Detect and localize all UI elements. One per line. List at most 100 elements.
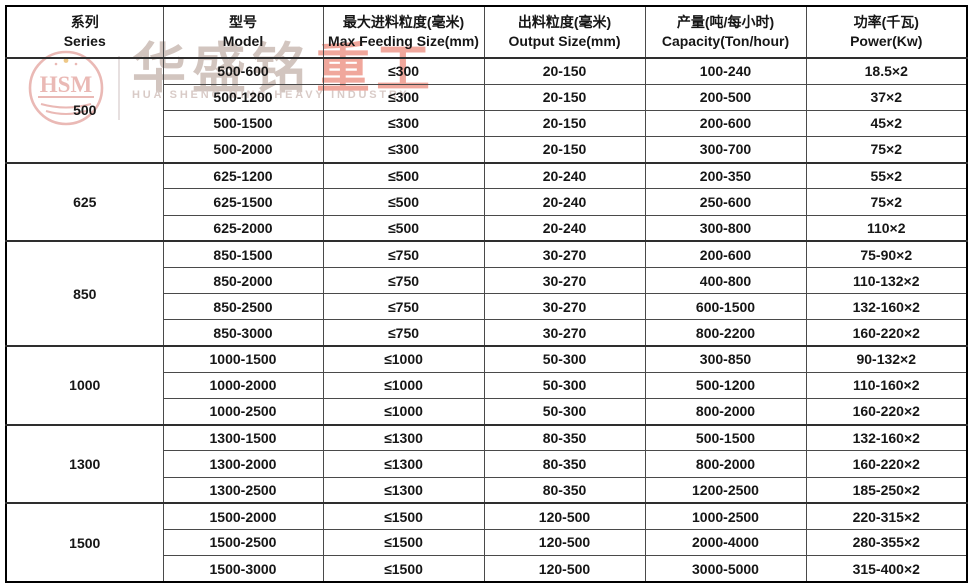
output-size-cell: 20-150 [483, 56, 646, 85]
power-cell: 315-400×2 [805, 555, 968, 583]
col-header-model: 型号 Model [162, 5, 324, 59]
capacity-cell: 300-700 [644, 136, 807, 164]
model-cell: 850-2000 [162, 266, 324, 295]
power-cell: 220-315×2 [805, 502, 968, 530]
model-cell: 1500-3000 [162, 555, 324, 583]
table-row: 850-2000 ≤750 30-270 400-800 110-132×2 [6, 266, 968, 295]
col-header-max-feeding-size-en: Max Feeding Size(mm) [328, 33, 479, 49]
power-cell: 75×2 [805, 136, 968, 164]
max-feeding-size-cell: ≤500 [322, 161, 485, 190]
output-size-cell: 20-240 [483, 188, 646, 216]
capacity-cell: 2000-4000 [644, 528, 807, 557]
col-header-series-en: Series [63, 33, 106, 49]
col-header-output-size-en: Output Size(mm) [508, 33, 621, 49]
output-size-cell: 20-240 [483, 161, 646, 190]
table-row: 1000-2000 ≤1000 50-300 500-1200 110-160×2 [6, 371, 968, 399]
table-row: 1500-3000 ≤1500 120-500 3000-5000 315-400×2 [6, 555, 968, 583]
capacity-cell: 3000-5000 [644, 555, 807, 583]
model-cell: 850-1500 [162, 240, 324, 269]
col-header-model-en: Model [222, 33, 264, 49]
capacity-cell: 200-500 [644, 83, 807, 111]
max-feeding-size-cell: ≤1500 [322, 528, 485, 557]
output-size-cell: 20-150 [483, 83, 646, 111]
series-cell: 1300 [5, 423, 164, 504]
model-cell: 1000-2000 [162, 371, 324, 399]
table-row: 500-1500 ≤300 20-150 200-600 45×2 [6, 109, 968, 138]
table-row: 1000 1000-1500 ≤1000 50-300 300-850 90-132×2 [5, 345, 968, 426]
model-cell: 625-1500 [162, 188, 324, 216]
max-feeding-size-cell: ≤1000 [322, 371, 485, 399]
capacity-cell: 500-1500 [644, 423, 807, 452]
model-cell: 500-1500 [162, 109, 324, 138]
output-size-cell: 30-270 [483, 293, 646, 321]
capacity-cell: 1000-2500 [644, 502, 807, 530]
model-cell: 850-2500 [162, 293, 324, 321]
capacity-cell: 400-800 [644, 266, 807, 295]
capacity-cell: 300-800 [644, 214, 807, 242]
power-cell: 55×2 [805, 161, 968, 190]
capacity-cell: 800-2200 [644, 319, 807, 347]
capacity-cell: 300-850 [644, 345, 807, 373]
table-row: 500-2000 ≤300 20-150 300-700 75×2 [6, 136, 968, 164]
power-cell: 18.5×2 [805, 56, 968, 85]
header-row: 系列 Series 型号 Model 最大进料粒度(毫米) Max Feedin… [5, 5, 968, 59]
capacity-cell: 1200-2500 [644, 476, 807, 504]
model-cell: 625-1200 [162, 161, 324, 190]
table-row: 850-3000 ≤750 30-270 800-2200 160-220×2 [6, 319, 968, 347]
output-size-cell: 80-350 [483, 450, 646, 478]
model-cell: 1500-2000 [162, 502, 324, 530]
model-cell: 1000-1500 [162, 345, 324, 373]
col-header-power-zh: 功率(千瓦) [853, 14, 919, 31]
power-cell: 132-160×2 [805, 423, 968, 452]
max-feeding-size-cell: ≤1300 [322, 476, 485, 504]
series-cell: 1500 [5, 502, 164, 583]
max-feeding-size-cell: ≤750 [322, 293, 485, 321]
col-header-capacity: 产量(吨/每小时) Capacity(Ton/hour) [644, 5, 807, 59]
power-cell: 280-355×2 [805, 528, 968, 557]
max-feeding-size-cell: ≤1000 [322, 345, 485, 373]
capacity-cell: 600-1500 [644, 293, 807, 321]
capacity-cell: 200-350 [644, 161, 807, 190]
col-header-max-feeding-size: 最大进料粒度(毫米) Max Feeding Size(mm) [322, 5, 485, 59]
max-feeding-size-cell: ≤1000 [322, 397, 485, 426]
series-cell: 500 [5, 57, 164, 164]
capacity-cell: 100-240 [644, 56, 807, 85]
max-feeding-size-cell: ≤1300 [322, 450, 485, 478]
capacity-cell: 250-600 [644, 188, 807, 216]
output-size-cell: 120-500 [483, 502, 646, 530]
max-feeding-size-cell: ≤1300 [322, 423, 485, 452]
max-feeding-size-cell: ≤750 [322, 240, 485, 269]
output-size-cell: 20-150 [483, 136, 646, 164]
table-row: 1300-2000 ≤1300 80-350 800-2000 160-220×2 [6, 450, 968, 478]
power-cell: 160-220×2 [805, 397, 968, 426]
col-header-series-zh: 系列 [70, 14, 99, 31]
output-size-cell: 50-300 [483, 345, 646, 373]
table-row: 1300 1300-1500 ≤1300 80-350 500-1500 132-160×… [5, 423, 968, 504]
table-row: 1500 1500-2000 ≤1500 120-500 1000-2500 220-31… [5, 502, 968, 583]
series-cell: 625 [5, 161, 164, 242]
model-cell: 1500-2500 [162, 528, 324, 557]
power-cell: 110-132×2 [805, 266, 968, 295]
max-feeding-size-cell: ≤300 [322, 109, 485, 138]
col-header-capacity-zh: 产量(吨/每小时) [676, 14, 775, 31]
max-feeding-size-cell: ≤300 [322, 83, 485, 111]
capacity-cell: 200-600 [644, 109, 807, 138]
power-cell: 110-160×2 [805, 371, 968, 399]
max-feeding-size-cell: ≤1500 [322, 502, 485, 530]
max-feeding-size-cell: ≤750 [322, 266, 485, 295]
table-row: 625-2000 ≤500 20-240 300-800 110×2 [6, 214, 968, 242]
output-size-cell: 50-300 [483, 397, 646, 426]
power-cell: 160-220×2 [805, 450, 968, 478]
output-size-cell: 30-270 [483, 266, 646, 295]
col-header-output-size-zh: 出料粒度(毫米) [517, 14, 612, 31]
capacity-cell: 800-2000 [644, 397, 807, 426]
max-feeding-size-cell: ≤500 [322, 214, 485, 242]
table-row: 500 500-600 ≤300 20-150 100-240 18.5×2 [5, 56, 968, 164]
col-header-max-feeding-size-zh: 最大进料粒度(毫米) [342, 14, 465, 31]
capacity-cell: 500-1200 [644, 371, 807, 399]
table-row: 625 625-1200 ≤500 20-240 200-350 55×2 [5, 161, 968, 242]
col-header-series: 系列 Series [5, 5, 164, 59]
col-header-model-zh: 型号 [229, 14, 257, 31]
model-cell: 1300-2500 [162, 476, 324, 504]
